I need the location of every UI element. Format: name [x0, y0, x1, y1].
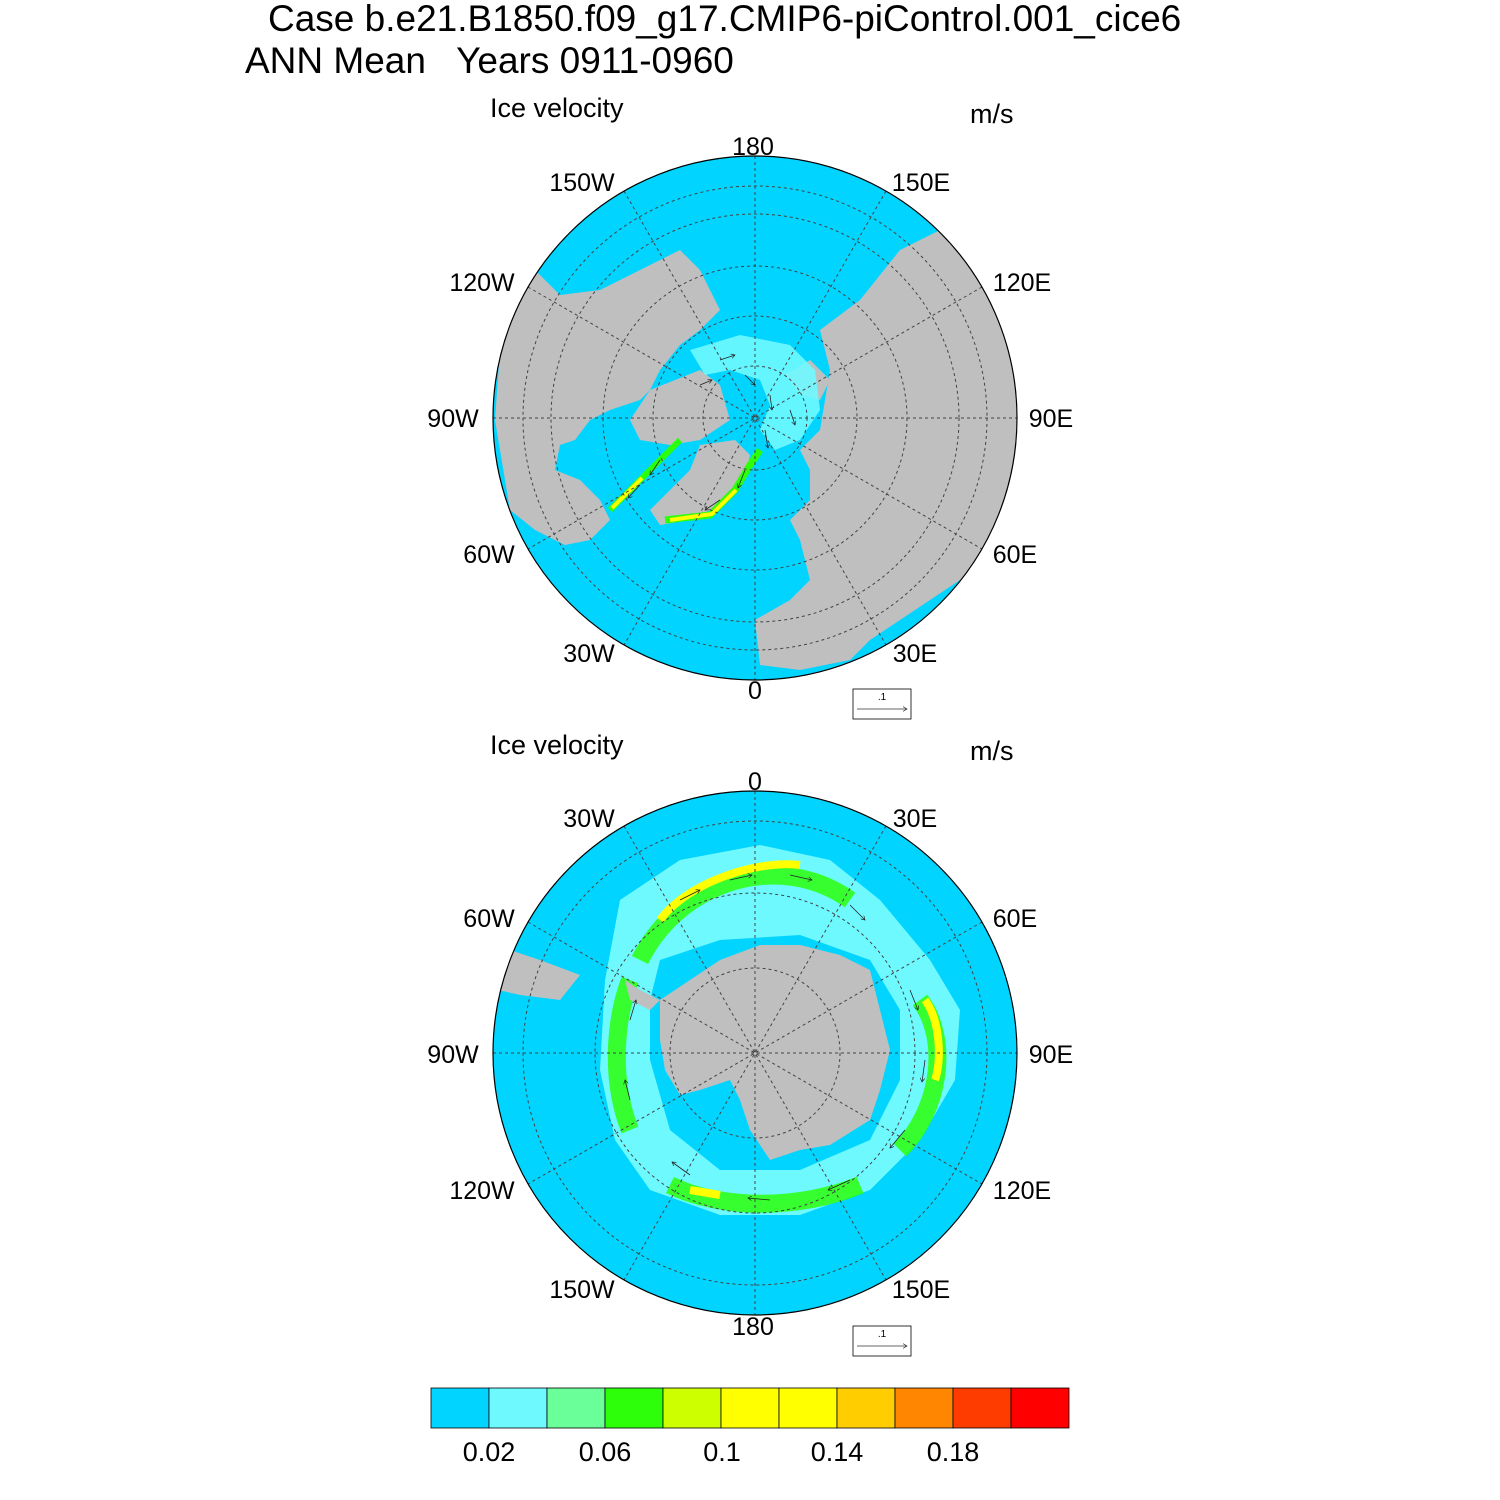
north-polar-map: [493, 156, 1017, 680]
north-lon-label: 150E: [892, 169, 950, 197]
north-panel-variable-label: Ice velocity: [490, 93, 624, 123]
north-panel-units-label: m/s: [970, 99, 1014, 129]
south-map-border: [492, 790, 1018, 1316]
north-lon-label: 90W: [427, 405, 479, 433]
colorbar-swatch: [546, 1387, 606, 1429]
south-lon-labels: 0 30E 60E 90E 120E 150E 180 150W 120W 90…: [427, 768, 1073, 1341]
south-lon-label: 60E: [993, 905, 1037, 933]
south-reference-vector: .1: [852, 1325, 912, 1357]
north-lon-label: 150W: [549, 169, 615, 197]
south-panel-units-label: m/s: [970, 736, 1014, 766]
svg-text:.1: .1: [878, 692, 887, 703]
north-lon-label: 30E: [893, 640, 937, 668]
colorbar-swatch: [952, 1387, 1012, 1429]
north-lon-labels: 180 150E 120E 90E 60E 30E 0 30W 60W 90W …: [427, 133, 1073, 705]
south-lon-label: 30W: [563, 805, 615, 833]
south-lon-label: 60W: [463, 905, 515, 933]
north-lon-label: 180: [732, 133, 774, 161]
colorbar-swatch: [836, 1387, 896, 1429]
colorbar-swatch: [488, 1387, 548, 1429]
south-lon-label: 90E: [1029, 1041, 1073, 1069]
north-lon-label: 30W: [563, 640, 615, 668]
south-lon-label: 0: [748, 768, 762, 796]
north-lon-label: 0: [748, 677, 762, 705]
north-graticule: [493, 156, 1017, 680]
south-lon-label: 150W: [549, 1276, 615, 1304]
north-land-eurasia: [755, 230, 1017, 670]
colorbar-tick-label: 0.1: [703, 1437, 741, 1467]
north-lon-label: 60E: [993, 541, 1037, 569]
colorbar-swatch: [662, 1387, 722, 1429]
north-ice-region: [690, 335, 820, 450]
south-lon-label: 150E: [892, 1276, 950, 1304]
colorbar-swatch: [604, 1387, 664, 1429]
south-land-southamerica: [498, 950, 580, 1000]
south-lon-label: 120W: [449, 1177, 515, 1205]
south-lon-label: 120E: [993, 1177, 1051, 1205]
south-land-peninsula: [625, 980, 660, 1010]
north-lon-label: 120W: [449, 269, 515, 297]
colorbar-tick-label: 0.02: [463, 1437, 516, 1467]
colorbar-tick-label: 0.06: [579, 1437, 632, 1467]
north-land-northamerica: [495, 250, 720, 545]
south-polar-map: [493, 791, 1017, 1315]
colorbar-swatch: [720, 1387, 780, 1429]
plot-title-case: Case b.e21.B1850.f09_g17.CMIP6-piControl…: [268, 0, 1182, 39]
plot-title-period: ANN Mean Years 0911-0960: [245, 40, 734, 81]
south-lon-label: 90W: [427, 1041, 479, 1069]
south-velocity-vectors: [625, 875, 926, 1200]
north-lon-label: 60W: [463, 541, 515, 569]
north-lon-label: 120E: [993, 269, 1051, 297]
colorbar-tick-labels: 0.02 0.06 0.1 0.14 0.18: [463, 1437, 980, 1467]
north-land-greenland: [650, 440, 750, 525]
south-graticule: [493, 791, 1017, 1315]
colorbar-tick-label: 0.18: [927, 1437, 980, 1467]
south-ice-band-yellow: [656, 860, 943, 1199]
north-velocity-vectors: [628, 355, 795, 510]
north-velocity-band-4: [669, 488, 738, 522]
colorbar-swatch: [778, 1387, 838, 1429]
south-lon-label: 30E: [893, 805, 937, 833]
north-reference-vector: .1: [852, 688, 912, 720]
south-ice-ring-outer: [600, 845, 960, 1215]
colorbar-tick-label: 0.14: [811, 1437, 864, 1467]
colorbar-swatch: [430, 1387, 490, 1429]
south-lon-label: 180: [732, 1313, 774, 1341]
north-velocity-band-2: [610, 476, 644, 510]
colorbar: [430, 1387, 1070, 1429]
colorbar-swatch: [1010, 1387, 1070, 1429]
svg-text:.1: .1: [878, 1329, 887, 1340]
north-map-border: [492, 155, 1018, 681]
colorbar-swatch: [894, 1387, 954, 1429]
north-lon-label: 90E: [1029, 405, 1073, 433]
south-panel-variable-label: Ice velocity: [490, 730, 624, 760]
